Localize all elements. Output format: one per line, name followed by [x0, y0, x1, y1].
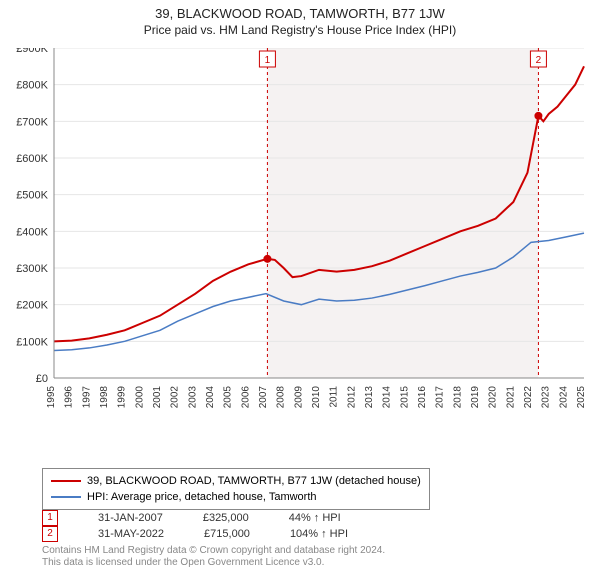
svg-text:2025: 2025	[576, 386, 587, 409]
svg-text:£600K: £600K	[16, 153, 48, 165]
svg-text:2014: 2014	[382, 386, 393, 409]
data-row-2: 2 31-MAY-2022 £715,000 104% ↑ HPI	[42, 526, 348, 542]
svg-text:2010: 2010	[311, 386, 322, 409]
svg-text:2008: 2008	[276, 386, 287, 409]
chart-title: 39, BLACKWOOD ROAD, TAMWORTH, B77 1JW	[0, 6, 600, 21]
svg-text:£500K: £500K	[16, 190, 48, 202]
svg-text:£300K: £300K	[16, 263, 48, 275]
svg-text:2002: 2002	[170, 386, 181, 409]
data-price-2: £715,000	[204, 528, 250, 540]
svg-text:£400K: £400K	[16, 226, 48, 238]
svg-text:1: 1	[265, 55, 271, 66]
svg-text:2004: 2004	[205, 386, 216, 409]
svg-text:1999: 1999	[117, 386, 128, 409]
svg-text:2001: 2001	[152, 386, 163, 409]
svg-text:2016: 2016	[417, 386, 428, 409]
legend-label-property: 39, BLACKWOOD ROAD, TAMWORTH, B77 1JW (d…	[87, 473, 421, 489]
svg-text:2019: 2019	[470, 386, 481, 409]
svg-text:1997: 1997	[81, 386, 92, 409]
svg-text:£100K: £100K	[16, 336, 48, 348]
svg-text:1995: 1995	[46, 386, 57, 409]
svg-text:2013: 2013	[364, 386, 375, 409]
svg-text:1996: 1996	[64, 386, 75, 409]
data-date-1: 31-JAN-2007	[98, 512, 163, 524]
svg-text:£0: £0	[36, 373, 48, 385]
legend-box: 39, BLACKWOOD ROAD, TAMWORTH, B77 1JW (d…	[42, 468, 430, 510]
data-row-1: 1 31-JAN-2007 £325,000 44% ↑ HPI	[42, 510, 341, 526]
svg-text:2017: 2017	[435, 386, 446, 409]
svg-text:2021: 2021	[505, 386, 516, 409]
data-date-2: 31-MAY-2022	[98, 528, 164, 540]
svg-text:2: 2	[536, 55, 542, 66]
footnote-2: This data is licensed under the Open Gov…	[42, 556, 324, 569]
svg-text:2011: 2011	[329, 386, 340, 408]
legend-label-hpi: HPI: Average price, detached house, Tamw…	[87, 489, 317, 505]
marker-box-1: 1	[42, 510, 58, 526]
svg-text:2012: 2012	[346, 386, 357, 409]
svg-text:2003: 2003	[187, 386, 198, 409]
svg-text:£200K: £200K	[16, 300, 48, 312]
svg-text:1998: 1998	[99, 386, 110, 409]
data-pct-1: 44% ↑ HPI	[289, 512, 341, 524]
legend-swatch-hpi	[51, 496, 81, 498]
data-pct-2: 104% ↑ HPI	[290, 528, 348, 540]
svg-text:2006: 2006	[240, 386, 251, 409]
svg-text:2015: 2015	[399, 386, 410, 409]
svg-text:2024: 2024	[558, 386, 569, 409]
svg-text:2023: 2023	[541, 386, 552, 409]
legend-row-2: HPI: Average price, detached house, Tamw…	[51, 489, 421, 505]
legend-swatch-property	[51, 480, 81, 482]
chart-area: £0 £100K £200K £300K £400K £500K £600K £700K £80…	[0, 48, 600, 408]
svg-text:2009: 2009	[293, 386, 304, 409]
svg-text:2007: 2007	[258, 386, 269, 409]
svg-text:£900K: £900K	[16, 48, 48, 55]
svg-text:2018: 2018	[452, 386, 463, 409]
svg-text:2005: 2005	[223, 386, 234, 409]
legend-row-1: 39, BLACKWOOD ROAD, TAMWORTH, B77 1JW (d…	[51, 473, 421, 489]
chart-subtitle: Price paid vs. HM Land Registry's House …	[0, 23, 600, 37]
svg-text:£800K: £800K	[16, 80, 48, 92]
svg-text:2020: 2020	[488, 386, 499, 409]
data-price-1: £325,000	[203, 512, 249, 524]
chart-svg: £0 £100K £200K £300K £400K £500K £600K £700K £80…	[0, 48, 600, 448]
marker-box-2: 2	[42, 526, 58, 542]
chart-container: 39, BLACKWOOD ROAD, TAMWORTH, B77 1JW Pr…	[0, 6, 600, 566]
svg-text:2022: 2022	[523, 386, 534, 409]
svg-text:£700K: £700K	[16, 116, 48, 128]
svg-text:2000: 2000	[134, 386, 145, 409]
